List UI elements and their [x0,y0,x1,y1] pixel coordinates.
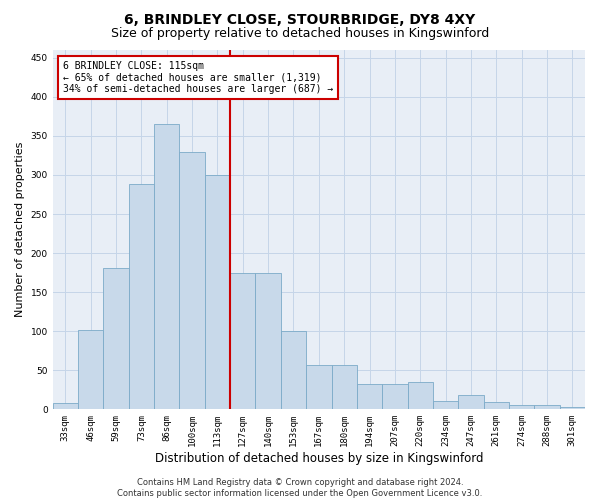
Text: 6, BRINDLEY CLOSE, STOURBRIDGE, DY8 4XY: 6, BRINDLEY CLOSE, STOURBRIDGE, DY8 4XY [124,12,476,26]
Bar [205,175,230,410]
X-axis label: Distribution of detached houses by size in Kingswinford: Distribution of detached houses by size … [155,452,483,465]
Bar [382,384,407,409]
Bar [103,268,129,410]
Bar [78,330,103,409]
Bar [129,184,154,410]
Bar [433,400,458,409]
Bar [458,396,484,409]
Bar [306,365,332,410]
Text: 6 BRINDLEY CLOSE: 115sqm
← 65% of detached houses are smaller (1,319)
34% of sem: 6 BRINDLEY CLOSE: 115sqm ← 65% of detach… [64,61,334,94]
Bar [230,272,256,409]
Y-axis label: Number of detached properties: Number of detached properties [15,142,25,318]
Bar [535,404,560,409]
Bar [281,331,306,409]
Bar [509,406,535,409]
Text: Size of property relative to detached houses in Kingswinford: Size of property relative to detached ho… [111,28,489,40]
Bar [256,272,281,409]
Bar [407,382,433,409]
Bar [53,403,78,409]
Bar [179,152,205,410]
Bar [332,365,357,410]
Bar [560,407,585,410]
Bar [484,402,509,409]
Bar [357,384,382,409]
Bar [154,124,179,410]
Text: Contains HM Land Registry data © Crown copyright and database right 2024.
Contai: Contains HM Land Registry data © Crown c… [118,478,482,498]
